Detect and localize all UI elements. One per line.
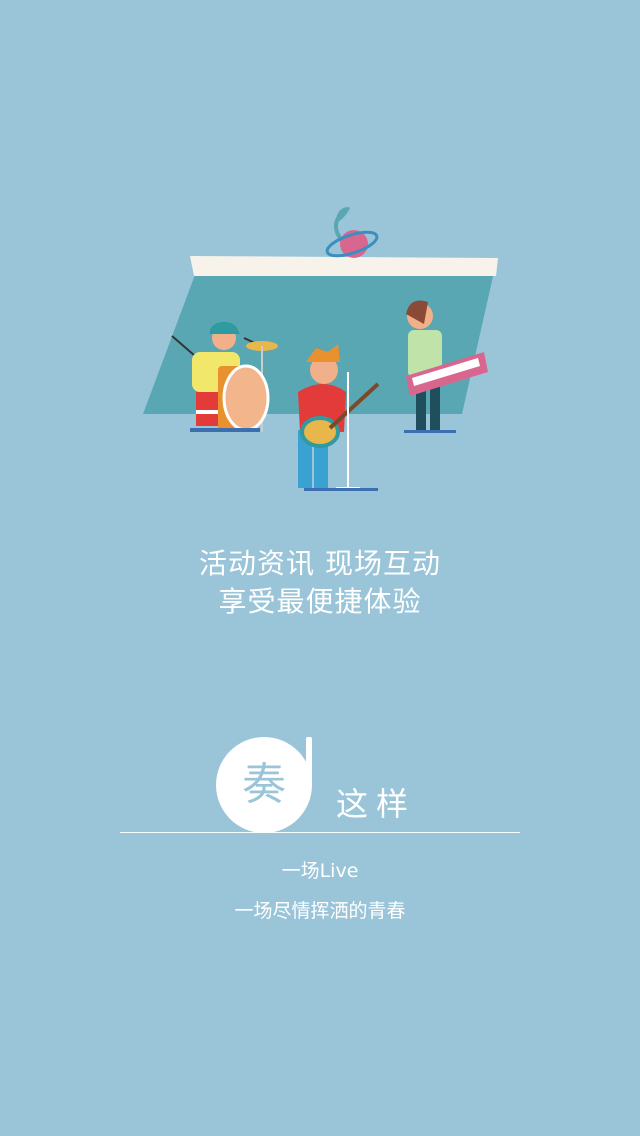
brand-circle-logo: 奏 (216, 737, 312, 833)
divider (120, 832, 520, 833)
hero-line-1: 活动资讯 现场互动 (0, 546, 640, 582)
hero-line-2: 享受最便捷体验 (0, 584, 640, 620)
brand-note-stem (306, 737, 312, 787)
tagline-line-1: 一场Live (0, 858, 640, 884)
band-illustration (0, 0, 640, 520)
brand-name: 这样 (336, 784, 416, 824)
music-planet-logo-icon (324, 207, 379, 261)
tagline-line-2: 一场尽情挥洒的青春 (0, 898, 640, 924)
stage-roof (190, 256, 498, 276)
